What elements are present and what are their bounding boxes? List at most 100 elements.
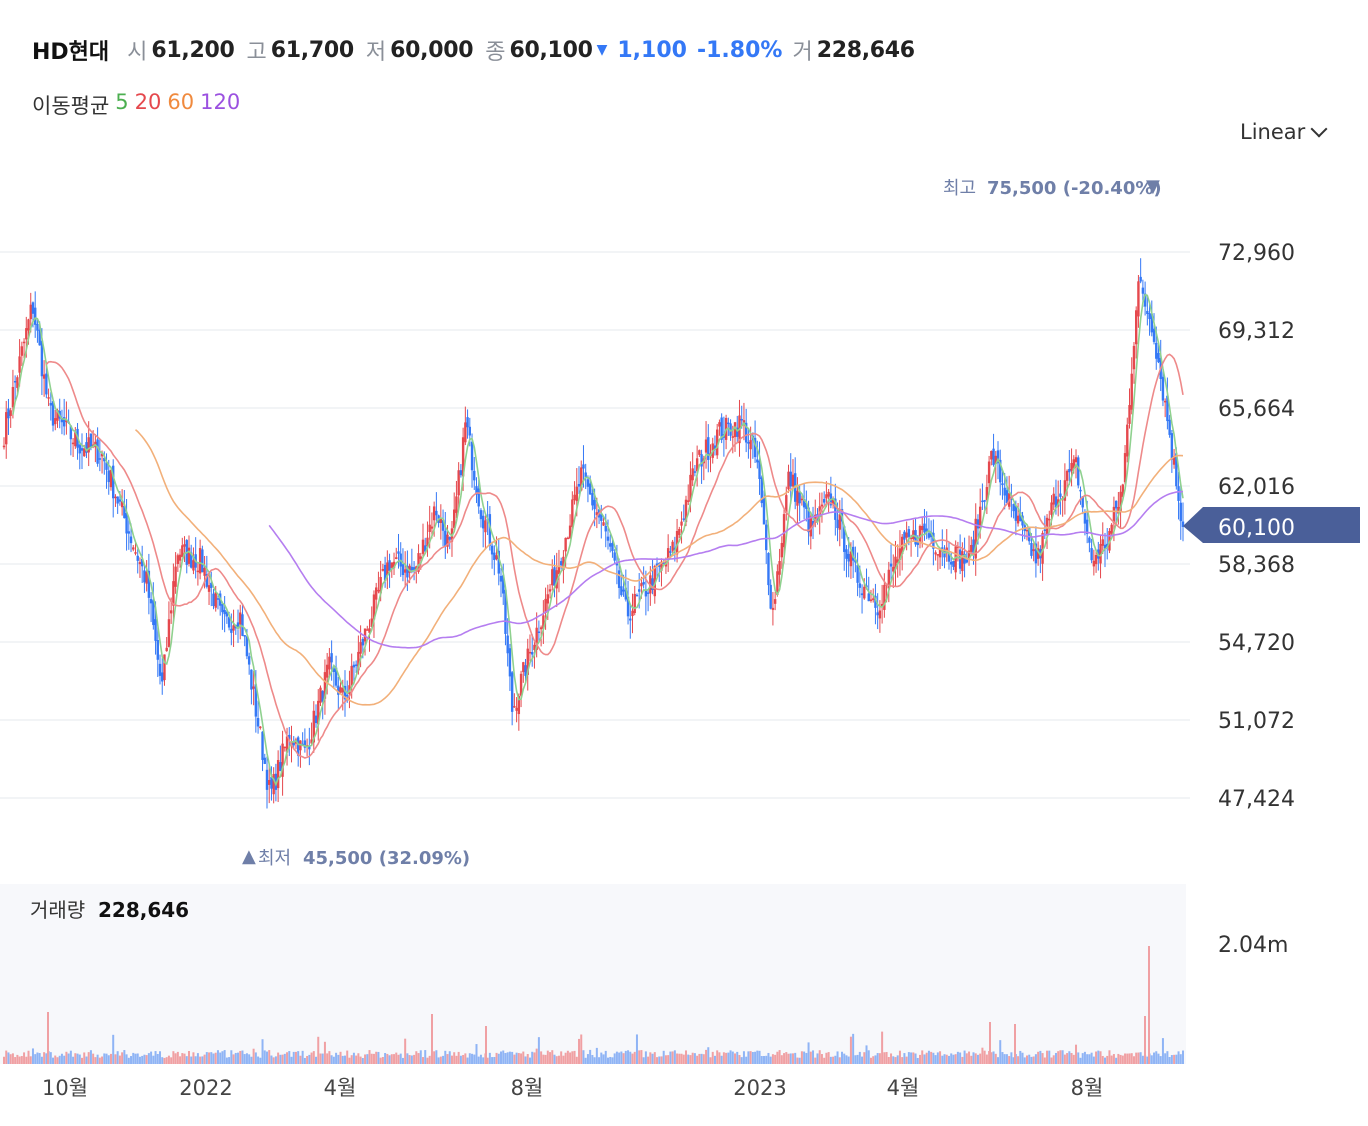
candle-body	[374, 587, 378, 600]
volume-bar	[522, 1051, 525, 1064]
volume-bar	[898, 1050, 901, 1064]
candle-body	[497, 550, 500, 574]
volume-bar	[112, 1034, 115, 1064]
candle-body	[854, 560, 857, 563]
volume-bar	[923, 1054, 926, 1064]
candle-body	[40, 340, 44, 377]
candle-body	[682, 518, 685, 520]
candle-body	[395, 557, 398, 559]
candle-body	[136, 555, 139, 561]
candle-body	[265, 769, 269, 790]
candle-body	[270, 776, 273, 789]
volume-bar	[43, 1052, 46, 1064]
volume-bar	[856, 1054, 859, 1064]
candle-body	[323, 672, 327, 699]
candle-body	[602, 522, 605, 526]
volume-bar	[105, 1053, 108, 1064]
candle-body	[858, 583, 862, 588]
candle-body	[1170, 433, 1174, 460]
volume-bar	[25, 1056, 28, 1064]
volume-bar	[1025, 1055, 1028, 1064]
volume-bar	[377, 1051, 380, 1064]
volume-bar	[265, 1051, 268, 1064]
candle-body	[637, 589, 641, 592]
volume-bar	[843, 1053, 846, 1064]
volume-bar	[74, 1053, 77, 1064]
volume-bar	[1028, 1054, 1031, 1064]
candle-body	[339, 687, 342, 693]
low-annotation-label: 최저	[258, 848, 291, 869]
candle-body	[1139, 276, 1142, 282]
candle-body	[586, 479, 590, 487]
candle-body	[834, 498, 837, 520]
volume-bar	[1030, 1056, 1033, 1064]
volume-bar	[963, 1050, 966, 1064]
volume-bar	[1182, 1050, 1184, 1064]
volume-bar	[883, 1052, 886, 1064]
volume-bar	[776, 1051, 779, 1064]
volume-bar	[1090, 1052, 1093, 1064]
volume-bar	[1057, 1051, 1060, 1064]
volume-bar	[809, 1051, 812, 1064]
volume-bar	[98, 1057, 101, 1064]
candle-body	[386, 562, 389, 576]
volume-bar	[428, 1055, 431, 1064]
volume-bar	[183, 1053, 186, 1064]
volume-bar	[1112, 1054, 1115, 1064]
volume-bar	[1139, 1052, 1142, 1064]
candle-body	[626, 596, 630, 617]
volume-bar	[814, 1057, 817, 1064]
candle-body	[671, 541, 674, 551]
volume-bar	[444, 1050, 447, 1064]
volume-bar	[308, 1054, 311, 1064]
volume-bar	[921, 1050, 924, 1064]
candle-body	[459, 470, 463, 476]
candle-body	[87, 437, 90, 453]
candle-body	[281, 743, 284, 777]
volume-bar	[910, 1052, 913, 1064]
volume-bar	[925, 1052, 928, 1064]
candle-body	[1141, 287, 1145, 294]
candle-body	[695, 458, 699, 472]
volume-bar	[495, 1052, 498, 1064]
candle-body	[704, 439, 708, 453]
ma-5[interactable]: 5	[115, 90, 129, 114]
candle-body	[640, 583, 643, 587]
volume-bar	[823, 1057, 826, 1064]
candle-body	[582, 464, 585, 469]
volume-bar	[473, 1054, 476, 1064]
ma-60[interactable]: 60	[167, 90, 195, 114]
volume-bar	[1061, 1050, 1064, 1064]
volume-bar	[114, 1054, 117, 1064]
volume-bar	[303, 1057, 306, 1064]
volume-bar	[905, 1056, 908, 1064]
candle-body	[782, 514, 786, 548]
scale-dropdown[interactable]: Linear	[1240, 120, 1328, 144]
candle-body	[321, 691, 324, 702]
candle-body	[927, 533, 931, 538]
volume-bar	[328, 1051, 331, 1064]
candle-body	[85, 442, 88, 453]
candle-body	[635, 594, 639, 597]
volume-bar	[863, 1052, 866, 1064]
open-label: 시	[127, 40, 148, 65]
volume-bar	[408, 1055, 411, 1064]
volume-bar	[491, 1057, 494, 1064]
volume-bar	[72, 1056, 75, 1064]
candle-body	[254, 684, 258, 717]
candle-body	[198, 548, 202, 574]
volume-bar	[847, 1056, 850, 1064]
volume-bar	[720, 1055, 723, 1064]
volume-bar	[533, 1052, 536, 1064]
candle-body	[693, 471, 697, 473]
badge-shape	[1183, 507, 1360, 543]
candle-body	[468, 426, 472, 436]
ma-120[interactable]: 120	[200, 90, 241, 114]
ma-20[interactable]: 20	[134, 90, 162, 114]
candle-body	[847, 553, 850, 562]
volume-bar	[40, 1056, 43, 1064]
volume-bar	[644, 1051, 647, 1064]
candle-body	[923, 523, 926, 533]
candle-body	[71, 442, 75, 445]
